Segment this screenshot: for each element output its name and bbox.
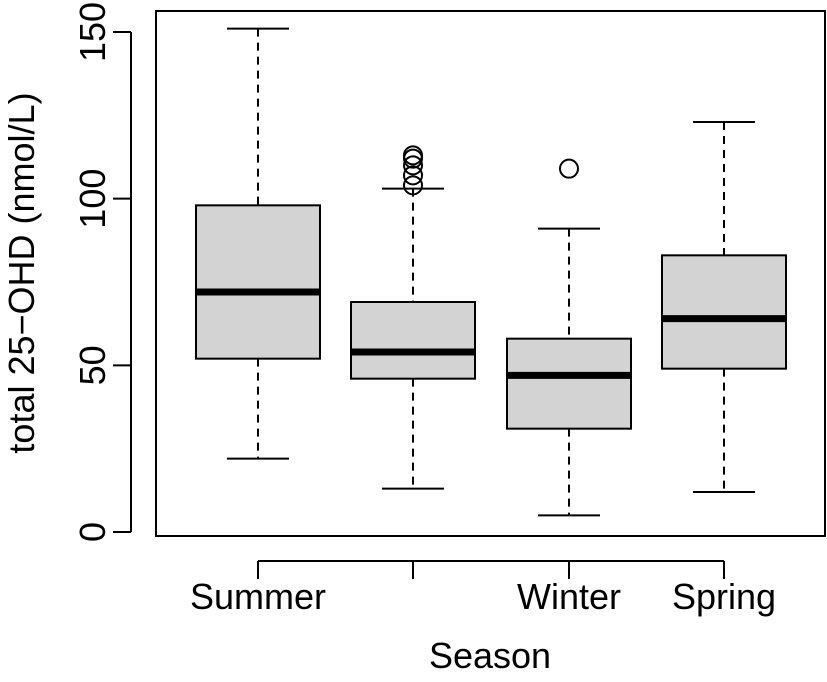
y-axis: 0 50 100 150: [72, 2, 132, 542]
x-axis: Summer Winter Spring: [190, 560, 776, 617]
box-iqr: [350, 301, 476, 380]
boxes: [195, 27, 787, 517]
box-iqr: [661, 254, 787, 370]
x-tick-label: Spring: [672, 576, 776, 617]
y-tick-label: 150: [72, 2, 113, 62]
box-group: [661, 121, 787, 493]
outlier-point: [403, 175, 423, 196]
y-tick-label: 50: [72, 345, 113, 385]
outlier-point: [403, 145, 423, 166]
box-iqr: [506, 337, 632, 430]
plot-frame: [155, 10, 826, 537]
y-axis-label: total 25−OHD (nmol/L): [1, 92, 42, 453]
outlier-point: [559, 158, 579, 179]
box-group: [506, 158, 632, 517]
x-tick-label: Summer: [190, 576, 326, 617]
y-tick-label: 100: [72, 169, 113, 229]
x-tick-label: Winter: [517, 576, 621, 617]
box-group: [195, 27, 321, 460]
y-tick-label: 0: [72, 522, 113, 542]
box-iqr: [195, 204, 321, 360]
outlier-point: [403, 155, 423, 176]
x-axis-label: Season: [429, 635, 551, 676]
outlier-point: [403, 165, 423, 186]
box-group: [350, 145, 476, 490]
